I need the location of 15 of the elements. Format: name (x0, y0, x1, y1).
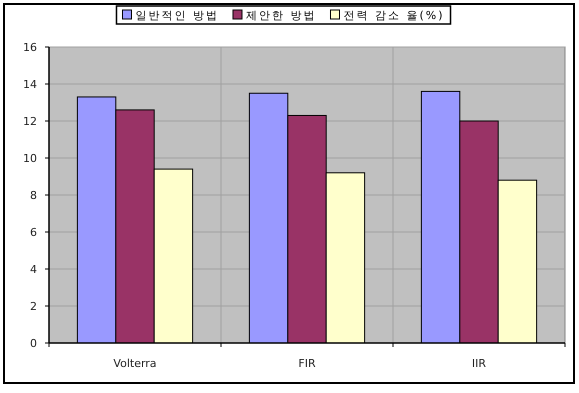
y-tick-label: 4 (30, 263, 37, 276)
y-tick-label: 12 (23, 115, 37, 128)
legend-label: 제안한 방법 (246, 9, 316, 22)
legend-label: 일반적인 방법 (135, 9, 219, 22)
y-tick-label: 6 (30, 226, 37, 239)
y-tick-label: 8 (30, 189, 37, 202)
y-tick-label: 10 (23, 152, 37, 165)
y-tick-label: 2 (30, 300, 37, 313)
legend-label: 전력 감소 율(%) (343, 9, 445, 22)
y-tick-label: 0 (30, 337, 37, 350)
y-tick-label: 16 (23, 41, 37, 54)
y-tick-label: 14 (23, 78, 37, 91)
x-tick-label: Volterra (113, 357, 157, 370)
x-tick-label: IIR (472, 357, 486, 370)
x-tick-label: FIR (298, 357, 316, 370)
